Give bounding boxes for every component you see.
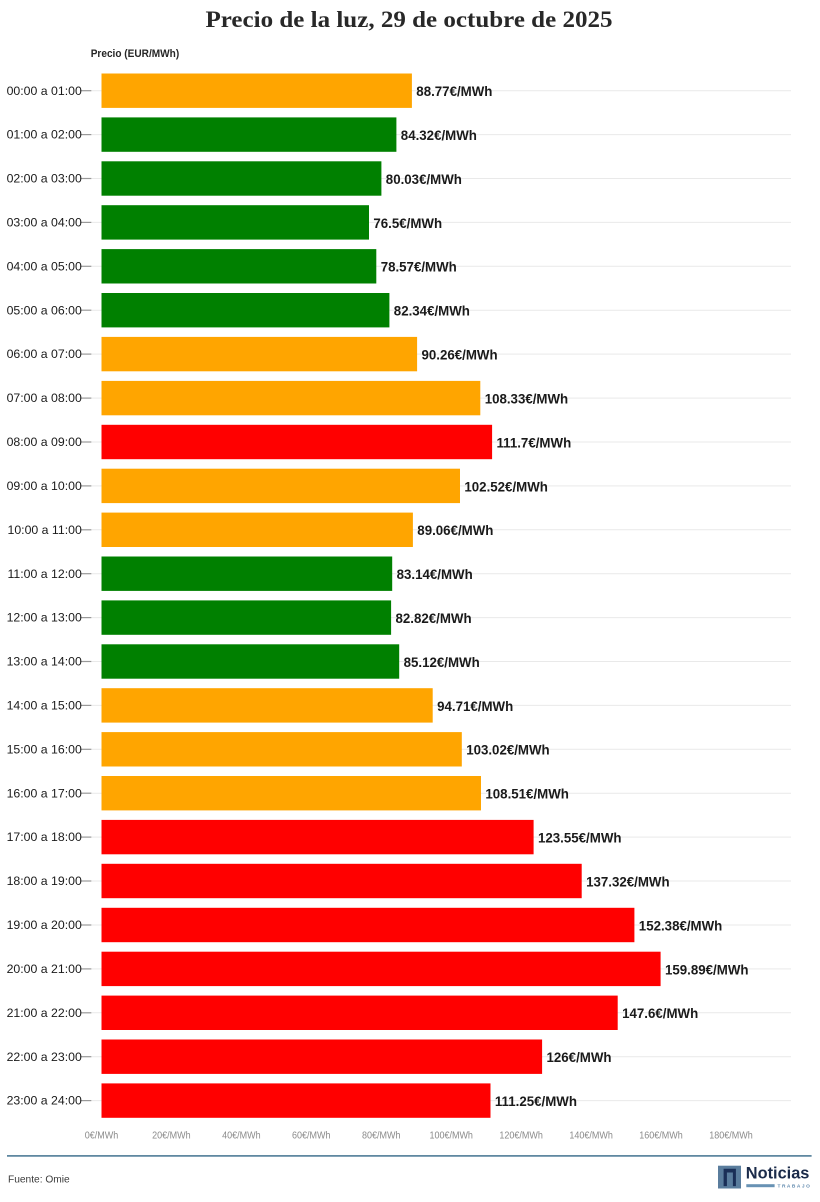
svg-text:02:00 a 03:00: 02:00 a 03:00 <box>7 172 82 186</box>
svg-text:17:00 a 18:00: 17:00 a 18:00 <box>7 830 82 844</box>
svg-text:Noticias: Noticias <box>746 1164 810 1183</box>
svg-text:90.26€/MWh: 90.26€/MWh <box>422 347 498 363</box>
svg-text:103.02€/MWh: 103.02€/MWh <box>466 742 550 758</box>
svg-text:160€/MWh: 160€/MWh <box>639 1131 683 1142</box>
svg-text:Precio (EUR/MWh): Precio (EUR/MWh) <box>91 48 180 60</box>
svg-text:22:00 a 23:00: 22:00 a 23:00 <box>7 1050 82 1064</box>
svg-text:80.03€/MWh: 80.03€/MWh <box>386 171 462 187</box>
svg-text:03:00 a 04:00: 03:00 a 04:00 <box>7 216 82 230</box>
svg-text:159.89€/MWh: 159.89€/MWh <box>665 961 749 977</box>
svg-text:100€/MWh: 100€/MWh <box>429 1131 473 1142</box>
svg-text:78.57€/MWh: 78.57€/MWh <box>381 259 457 275</box>
svg-text:13:00 a 14:00: 13:00 a 14:00 <box>7 655 82 669</box>
svg-text:05:00 a 06:00: 05:00 a 06:00 <box>7 303 82 317</box>
svg-text:83.14€/MWh: 83.14€/MWh <box>397 566 473 582</box>
svg-text:00:00 a 01:00: 00:00 a 01:00 <box>7 84 82 98</box>
svg-text:12:00 a 13:00: 12:00 a 13:00 <box>7 611 82 625</box>
svg-text:15:00 a 16:00: 15:00 a 16:00 <box>7 742 82 756</box>
svg-text:180€/MWh: 180€/MWh <box>709 1131 753 1142</box>
svg-text:0€/MWh: 0€/MWh <box>85 1131 119 1142</box>
svg-text:14:00 a 15:00: 14:00 a 15:00 <box>7 699 82 713</box>
svg-text:147.6€/MWh: 147.6€/MWh <box>622 1005 698 1021</box>
svg-text:10:00 a 11:00: 10:00 a 11:00 <box>7 523 81 537</box>
svg-text:16:00 a 17:00: 16:00 a 17:00 <box>7 786 82 800</box>
svg-text:89.06€/MWh: 89.06€/MWh <box>417 522 493 538</box>
svg-text:Fuente: Omie: Fuente: Omie <box>8 1175 70 1186</box>
svg-text:76.5€/MWh: 76.5€/MWh <box>373 215 442 231</box>
svg-text:19:00 a 20:00: 19:00 a 20:00 <box>7 918 82 932</box>
svg-text:85.12€/MWh: 85.12€/MWh <box>404 654 480 670</box>
svg-text:TRABAJO: TRABAJO <box>778 1184 811 1190</box>
svg-text:80€/MWh: 80€/MWh <box>362 1131 401 1142</box>
svg-text:111.25€/MWh: 111.25€/MWh <box>495 1093 577 1109</box>
svg-text:88.77€/MWh: 88.77€/MWh <box>416 83 492 99</box>
svg-text:123.55€/MWh: 123.55€/MWh <box>538 830 622 846</box>
svg-text:82.34€/MWh: 82.34€/MWh <box>394 303 470 319</box>
svg-text:20€/MWh: 20€/MWh <box>152 1131 191 1142</box>
svg-text:120€/MWh: 120€/MWh <box>499 1131 543 1142</box>
svg-text:01:00 a 02:00: 01:00 a 02:00 <box>7 128 82 142</box>
svg-text:94.71€/MWh: 94.71€/MWh <box>437 698 513 714</box>
svg-text:07:00 a 08:00: 07:00 a 08:00 <box>7 391 82 405</box>
svg-text:06:00 a 07:00: 06:00 a 07:00 <box>7 347 82 361</box>
svg-text:108.33€/MWh: 108.33€/MWh <box>485 391 569 407</box>
svg-text:20:00 a 21:00: 20:00 a 21:00 <box>7 962 82 976</box>
svg-text:40€/MWh: 40€/MWh <box>222 1131 261 1142</box>
svg-text:21:00 a 22:00: 21:00 a 22:00 <box>7 1006 82 1020</box>
svg-text:140€/MWh: 140€/MWh <box>569 1131 613 1142</box>
svg-text:137.32€/MWh: 137.32€/MWh <box>586 873 670 889</box>
svg-text:11:00 a 12:00: 11:00 a 12:00 <box>7 567 81 581</box>
svg-text:09:00 a 10:00: 09:00 a 10:00 <box>7 479 82 493</box>
svg-text:60€/MWh: 60€/MWh <box>292 1131 331 1142</box>
svg-text:102.52€/MWh: 102.52€/MWh <box>464 478 548 494</box>
svg-text:126€/MWh: 126€/MWh <box>547 1049 612 1065</box>
svg-text:23:00 a 24:00: 23:00 a 24:00 <box>7 1094 82 1108</box>
svg-text:84.32€/MWh: 84.32€/MWh <box>401 127 477 143</box>
svg-text:Precio de la luz, 29 de octubr: Precio de la luz, 29 de octubre de 2025 <box>206 7 613 32</box>
svg-text:108.51€/MWh: 108.51€/MWh <box>485 786 569 802</box>
svg-text:111.7€/MWh: 111.7€/MWh <box>497 434 572 450</box>
svg-text:82.82€/MWh: 82.82€/MWh <box>396 610 472 626</box>
svg-text:04:00 a 05:00: 04:00 a 05:00 <box>7 259 82 273</box>
svg-text:18:00 a 19:00: 18:00 a 19:00 <box>7 874 82 888</box>
svg-text:08:00 a 09:00: 08:00 a 09:00 <box>7 435 82 449</box>
svg-text:152.38€/MWh: 152.38€/MWh <box>639 917 723 933</box>
